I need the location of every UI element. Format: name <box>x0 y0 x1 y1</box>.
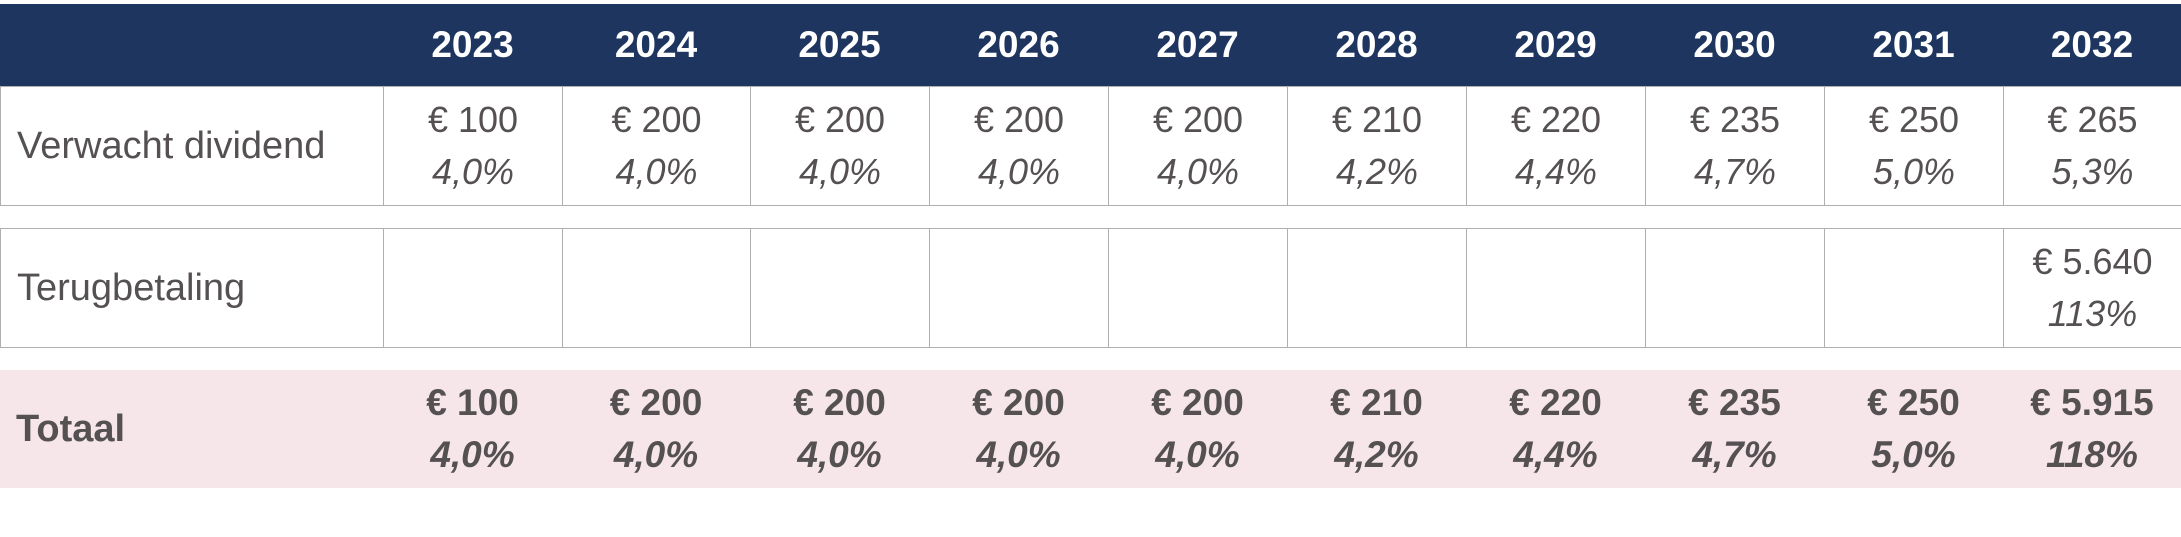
dividend-amount: € 200 <box>973 99 1065 140</box>
dividend-amount: € 200 <box>611 99 702 140</box>
total-percent: 4,0% <box>430 434 515 475</box>
repayment-amount: € 5.640 <box>2032 241 2153 282</box>
total-amount: € 5.915 <box>2030 382 2154 423</box>
dividend-cell: € 200 4,0% <box>929 86 1109 206</box>
dividend-cell: € 100 4,0% <box>383 86 563 206</box>
total-cell: € 100 4,0% <box>383 370 562 488</box>
dividend-percent: 4,0% <box>615 151 698 192</box>
repayment-label: Terugbetaling <box>0 228 384 348</box>
dividend-label: Verwacht dividend <box>0 86 384 206</box>
dividend-cell: € 210 4,2% <box>1287 86 1467 206</box>
year-header-row: 2023 2024 2025 2026 2027 2028 2029 2030 … <box>0 4 2181 86</box>
year-header: 2028 <box>1287 4 1466 86</box>
year-header: 2024 <box>562 4 750 86</box>
total-amount: € 200 <box>609 382 703 423</box>
dividend-percent: 4,2% <box>1335 151 1419 192</box>
repayment-empty-cell <box>1287 228 1467 348</box>
total-row: Totaal € 100 4,0% € 200 4,0% € 200 4,0% € 2… <box>0 370 2181 488</box>
dividend-amount: € 200 <box>794 99 886 140</box>
repayment-row: Terugbetaling € 5.640 113% <box>0 228 2181 348</box>
dividend-amount: € 235 <box>1689 99 1781 140</box>
total-cell: € 220 4,4% <box>1466 370 1645 488</box>
total-percent: 4,4% <box>1513 434 1598 475</box>
total-amount: € 250 <box>1867 382 1960 423</box>
year-header: 2031 <box>1824 4 2003 86</box>
total-cell: € 200 4,0% <box>750 370 929 488</box>
dividend-amount: € 210 <box>1331 99 1423 140</box>
year-header: 2029 <box>1466 4 1645 86</box>
dividend-amount: € 250 <box>1868 99 1960 140</box>
total-label: Totaal <box>0 370 383 488</box>
dividend-percent: 4,0% <box>798 151 882 192</box>
total-amount: € 100 <box>426 382 519 423</box>
year-header: 2026 <box>929 4 1108 86</box>
dividend-percent: 5,3% <box>2051 151 2134 192</box>
year-header: 2032 <box>2003 4 2181 86</box>
dividend-cell: € 200 4,0% <box>1108 86 1288 206</box>
dividend-percent: 5,0% <box>1872 151 1956 192</box>
year-header: 2025 <box>750 4 929 86</box>
repayment-percent: 113% <box>2047 293 2138 334</box>
year-header: 2023 <box>383 4 562 86</box>
repayment-empty-cell <box>383 228 563 348</box>
total-cell: € 5.915 118% <box>2003 370 2181 488</box>
total-percent: 4,0% <box>613 434 699 475</box>
total-cell: € 210 4,2% <box>1287 370 1466 488</box>
total-cell: € 250 5,0% <box>1824 370 2003 488</box>
dividend-percent: 4,0% <box>431 151 515 192</box>
year-header: 2030 <box>1645 4 1824 86</box>
repayment-empty-cell <box>562 228 751 348</box>
total-cell: € 200 4,0% <box>1108 370 1287 488</box>
repayment-empty-cell <box>750 228 930 348</box>
dividend-cell: € 265 5,3% <box>2003 86 2181 206</box>
dividend-cell: € 220 4,4% <box>1466 86 1646 206</box>
total-amount: € 200 <box>1151 382 1244 423</box>
total-percent: 4,0% <box>1155 434 1240 475</box>
total-cell: € 200 4,0% <box>562 370 750 488</box>
dividend-amount: € 220 <box>1510 99 1602 140</box>
dividend-cell: € 200 4,0% <box>750 86 930 206</box>
dividend-percent: 4,4% <box>1514 151 1598 192</box>
total-percent: 118% <box>2046 434 2138 475</box>
repayment-empty-cell <box>1466 228 1646 348</box>
total-percent: 5,0% <box>1871 434 1956 475</box>
repayment-empty-cell <box>1108 228 1288 348</box>
year-header: 2027 <box>1108 4 1287 86</box>
dividend-amount: € 200 <box>1152 99 1244 140</box>
dividend-percent: 4,0% <box>977 151 1061 192</box>
dividend-percent: 4,7% <box>1693 151 1777 192</box>
total-amount: € 235 <box>1688 382 1781 423</box>
dividend-amount: € 265 <box>2047 99 2138 140</box>
dividend-cell: € 250 5,0% <box>1824 86 2004 206</box>
header-empty-cell <box>0 4 383 86</box>
dividend-cell: € 235 4,7% <box>1645 86 1825 206</box>
total-percent: 4,2% <box>1334 434 1419 475</box>
total-cell: € 200 4,0% <box>929 370 1108 488</box>
total-percent: 4,0% <box>976 434 1061 475</box>
total-amount: € 210 <box>1330 382 1423 423</box>
total-amount: € 220 <box>1509 382 1602 423</box>
dividend-row: Verwacht dividend € 100 4,0% € 200 4,0% € … <box>0 86 2181 206</box>
total-percent: 4,7% <box>1692 434 1777 475</box>
total-amount: € 200 <box>793 382 886 423</box>
total-cell: € 235 4,7% <box>1645 370 1824 488</box>
dividend-amount: € 100 <box>427 99 519 140</box>
total-percent: 4,0% <box>797 434 882 475</box>
total-amount: € 200 <box>972 382 1065 423</box>
dividend-cell: € 200 4,0% <box>562 86 751 206</box>
repayment-empty-cell <box>929 228 1109 348</box>
repayment-empty-cell <box>1824 228 2004 348</box>
repayment-empty-cell <box>1645 228 1825 348</box>
dividend-percent: 4,0% <box>1156 151 1240 192</box>
repayment-cell-2032: € 5.640 113% <box>2003 228 2181 348</box>
